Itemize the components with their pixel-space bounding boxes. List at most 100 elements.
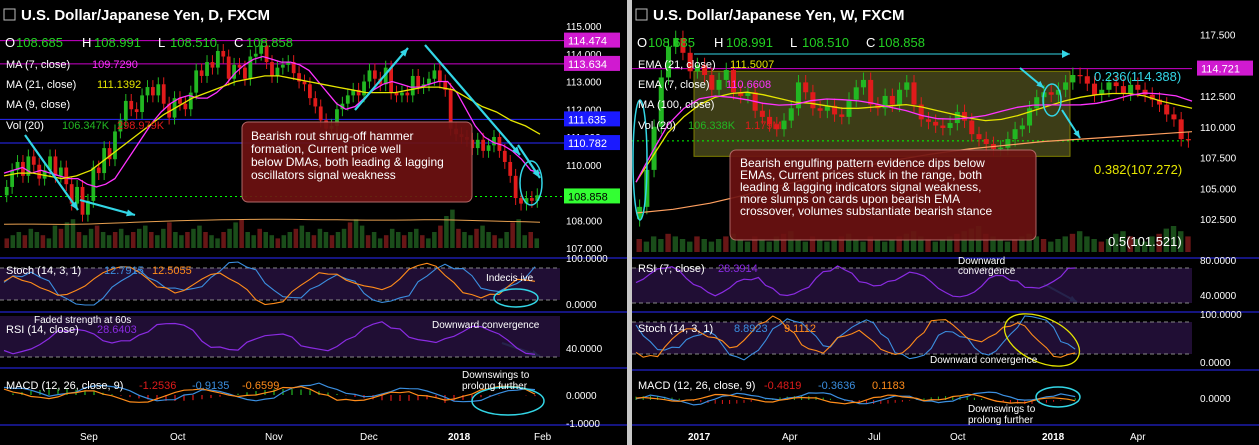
candle-body — [738, 92, 744, 96]
text-line: prolong further — [968, 415, 1034, 426]
candle-body — [529, 198, 534, 201]
volume-bar — [687, 241, 693, 252]
candle-body — [1128, 84, 1134, 94]
volume-bar — [1062, 236, 1068, 252]
volume-bar — [444, 216, 449, 248]
volume-bar — [293, 228, 299, 248]
range-arrow-head — [1062, 50, 1070, 58]
rsi-value: 28.3914 — [718, 263, 758, 275]
volume-bar — [780, 233, 787, 252]
candle-body — [1091, 83, 1098, 95]
candle-body — [954, 111, 960, 124]
trend-arrow-head — [126, 209, 135, 217]
volume-bar — [359, 225, 365, 248]
candle-body — [226, 56, 231, 79]
volume-bar — [227, 228, 232, 248]
candle-body — [259, 45, 264, 54]
volume-bar — [831, 239, 837, 252]
volume-bar — [997, 239, 1003, 252]
candle-body — [31, 156, 36, 165]
trend-arrow-head — [1036, 80, 1044, 88]
candle-body — [925, 119, 931, 122]
candle-body — [788, 108, 794, 121]
candle-body — [107, 148, 112, 160]
candle-body — [897, 89, 903, 105]
volume-bar — [179, 235, 184, 248]
svg-text:O: O — [637, 35, 647, 50]
rsi-label: RSI (14, close) — [6, 324, 79, 336]
volume-bar — [773, 236, 780, 252]
collapse-icon[interactable] — [3, 8, 16, 21]
stoch-k-line — [635, 315, 1076, 361]
time-tick-label: Oct — [170, 432, 186, 443]
weekly-callout-text: Bearish engulfing pattern evidence dips … — [740, 156, 992, 218]
volume-bar — [867, 236, 873, 252]
candle-body — [803, 82, 809, 93]
chart-title: U.S. Dollar/Japanese Yen, D, FXCM — [21, 7, 270, 24]
volume-bar — [383, 235, 389, 248]
candle-body — [824, 105, 830, 111]
legend-ma7-label: MA (7, close) — [6, 59, 70, 71]
ohlc-low: 108.510 — [170, 35, 217, 50]
volume-bar — [438, 225, 443, 248]
volume-ma-line — [3, 218, 541, 225]
price-tick-label: 107.500 — [1200, 154, 1237, 165]
candle-body — [1149, 94, 1155, 100]
volume-bar — [82, 235, 88, 248]
rsi-axis-bottom: 40.0000 — [1200, 291, 1237, 302]
trend-arrow-head — [532, 169, 540, 178]
legend-ma100-label: MA (100, close) — [638, 99, 714, 111]
volume-bar — [932, 241, 938, 252]
trend-arrow-head — [399, 48, 408, 57]
candle-body — [1178, 119, 1184, 140]
volume-bar — [377, 238, 383, 248]
left-edge-circle — [632, 99, 648, 221]
volume-bar — [233, 222, 238, 248]
volume-bar — [414, 228, 419, 248]
candle-body — [75, 186, 79, 204]
volume-bar — [504, 232, 509, 248]
weekly-chart-svg: 117.500115.000112.500110.000107.500105.0… — [632, 7, 1259, 443]
time-tick-label: Dec — [360, 432, 378, 443]
stoch-k-line — [3, 261, 536, 306]
macd-line — [3, 382, 536, 403]
volume-bar — [221, 232, 226, 248]
candle-body — [280, 64, 285, 68]
text-line: convergence — [958, 266, 1016, 277]
trend-arrow — [79, 198, 136, 217]
candle-body — [860, 79, 866, 88]
candle-body — [882, 95, 888, 109]
ma7-line — [3, 55, 541, 188]
macd-value: -0.9135 — [192, 380, 229, 392]
volume-bar — [802, 241, 808, 252]
price-badge — [564, 32, 620, 48]
volume-bar — [215, 238, 220, 248]
volume-bar — [939, 239, 946, 252]
ohlc-close: 108.858 — [246, 35, 293, 50]
stoch-circle — [493, 288, 539, 308]
volume-bar — [492, 235, 497, 248]
candle-body — [983, 139, 989, 145]
candle-body — [302, 81, 307, 85]
macd-axis-label: 0.0000 — [1200, 394, 1231, 405]
text-line: Bearish rout shrug-off hammer — [251, 129, 414, 143]
candle-body — [1113, 82, 1119, 87]
candle-body — [1063, 82, 1069, 90]
candle-body — [64, 167, 69, 185]
candle-body — [400, 92, 404, 96]
candle-body — [335, 109, 339, 126]
macd-hist-value: -1.2536 — [139, 380, 176, 392]
candle-body — [410, 75, 415, 96]
time-tick-label: 2018 — [1042, 432, 1065, 443]
fib-level-0236: 0.236(114.388) — [1094, 69, 1181, 84]
collapse-icon[interactable] — [635, 8, 648, 21]
rsi-note: Downward convergence — [958, 256, 1016, 277]
candle-body — [940, 125, 946, 128]
price-tick-label: 112.500 — [1200, 92, 1236, 103]
trend-arrow — [354, 47, 409, 111]
candle-body — [367, 70, 372, 82]
candle-body — [680, 38, 686, 53]
candle-body — [37, 164, 42, 179]
candle-body — [1012, 129, 1018, 140]
price-tick-label: 114.000 — [566, 50, 602, 61]
